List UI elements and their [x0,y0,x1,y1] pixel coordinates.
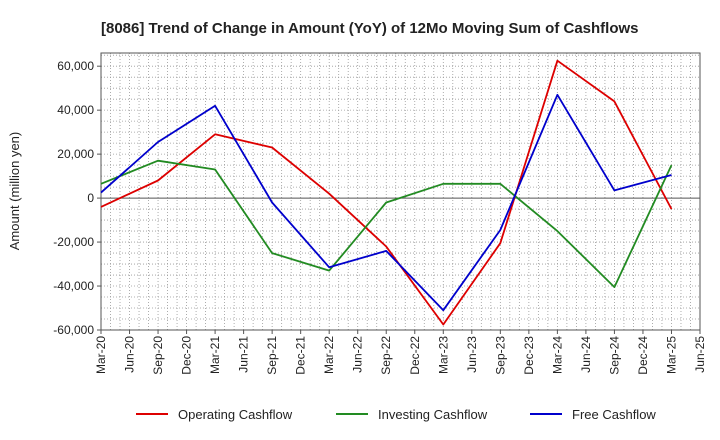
y-tick-label: 0 [87,191,94,205]
y-tick-label: 60,000 [57,59,94,73]
x-tick-label: Jun-25 [693,336,707,373]
legend: Operating Cashflow Investing Cashflow Free… [136,407,656,422]
y-tick-label: -40,000 [53,279,94,293]
chart-title: [8086] Trend of Change in Amount (YoY) o… [101,20,639,37]
x-tick-label: Dec-24 [636,336,650,375]
y-axis-label: Amount (million yen) [7,132,22,251]
series-layer [100,59,673,326]
x-tick-label: Jun-21 [237,336,251,373]
series-line-operating-cashflow [100,59,673,326]
x-tick-label: Sep-21 [265,336,279,375]
grid [101,53,700,330]
x-tick-label: Jun-24 [579,336,593,373]
x-tick-label: Jun-23 [465,336,479,373]
x-tick-label: Jun-22 [351,336,365,373]
x-tick-label: Sep-23 [493,336,507,375]
x-tick-label: Dec-23 [522,336,536,375]
legend-label-investing-cashflow: Investing Cashflow [378,407,488,422]
x-axis-ticks: Mar-20 Jun-20 Sep-20 Dec-20 Mar-21 Jun-21 Sep-… [94,330,707,375]
x-tick-label: Mar-23 [436,336,450,374]
series-line-free-cashflow [100,93,672,312]
x-tick-label: Mar-20 [94,336,108,374]
x-tick-label: Mar-21 [208,336,222,374]
y-tick-label: -60,000 [53,323,94,337]
series-line-investing-cashflow [100,159,673,289]
x-tick-label: Jun-20 [123,336,137,373]
x-tick-label: Dec-21 [294,336,308,375]
y-tick-label: -20,000 [53,235,94,249]
y-axis-ticks: -60,000 -40,000 -20,000 0 20,000 40,000 60,000 [53,59,101,337]
x-tick-label: Sep-22 [379,336,393,375]
y-tick-label: 20,000 [57,147,94,161]
x-tick-label: Mar-24 [550,336,564,374]
x-tick-label: Mar-25 [664,336,678,374]
x-tick-label: Dec-20 [180,336,194,375]
x-tick-label: Sep-24 [607,336,621,375]
plot-frame [100,52,701,331]
legend-label-operating-cashflow: Operating Cashflow [178,407,293,422]
legend-label-free-cashflow: Free Cashflow [572,407,656,422]
x-tick-label: Mar-22 [322,336,336,374]
y-tick-label: 40,000 [57,103,94,117]
x-tick-label: Sep-20 [151,336,165,375]
x-tick-label: Dec-22 [408,336,422,375]
